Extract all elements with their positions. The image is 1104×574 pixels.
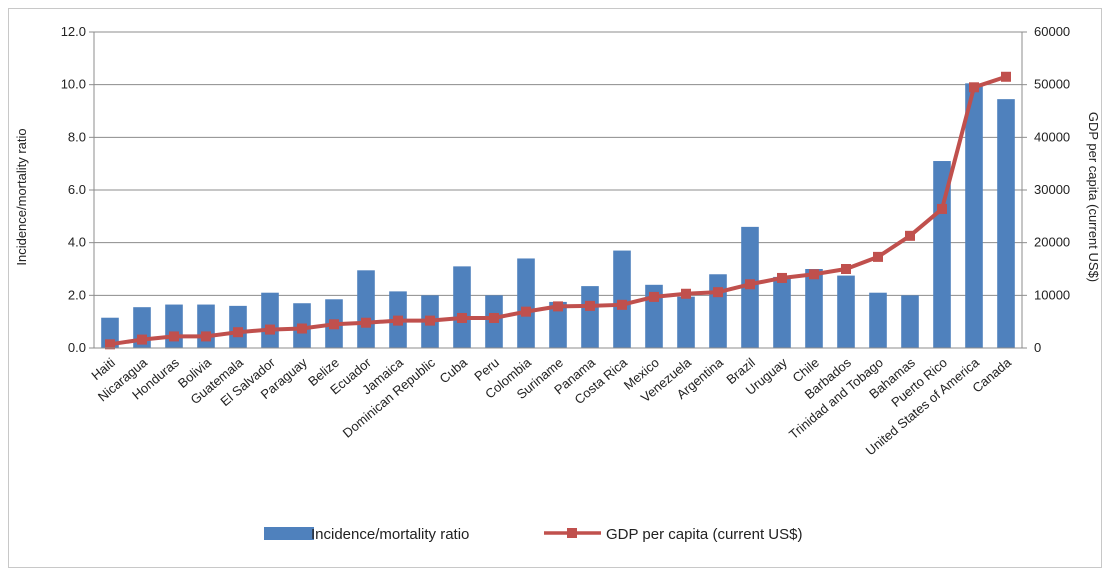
- axes: [89, 31, 1027, 349]
- gdp-marker: [265, 324, 275, 335]
- right-tick-label: 30000: [1034, 182, 1070, 197]
- legend-swatch-marker: [567, 528, 577, 538]
- bar: [453, 266, 471, 348]
- gdp-marker: [841, 264, 851, 274]
- bar: [965, 83, 983, 348]
- bar: [229, 305, 247, 348]
- right-tick-label: 60000: [1034, 24, 1070, 39]
- right-tick-label: 40000: [1034, 129, 1070, 144]
- left-tick-label: 8.0: [68, 129, 86, 144]
- gdp-marker: [457, 312, 467, 323]
- bar: [677, 296, 695, 348]
- gdp-marker: [777, 272, 787, 283]
- gdp-marker: [329, 319, 339, 330]
- bar: [197, 304, 215, 348]
- bar: [869, 292, 887, 348]
- bar: [709, 274, 727, 348]
- gdp-marker: [681, 288, 691, 299]
- bar: [997, 99, 1015, 349]
- right-tick-label: 20000: [1034, 235, 1070, 250]
- gdp-marker: [809, 269, 819, 280]
- gdp-marker: [713, 287, 723, 298]
- left-tick-label: 2.0: [68, 287, 86, 302]
- left-axis-title: Incidence/mortality ratio: [14, 128, 29, 265]
- bar: [261, 292, 279, 348]
- bar: [901, 295, 919, 348]
- left-tick-label: 10.0: [61, 77, 86, 92]
- category-label: Cuba: [436, 354, 470, 386]
- bar: [581, 286, 599, 348]
- gdp-marker: [489, 312, 499, 323]
- bar: [165, 304, 183, 348]
- gdp-marker: [969, 82, 979, 93]
- gdp-marker: [553, 301, 563, 312]
- bar: [773, 276, 791, 348]
- legend-label-line: GDP per capita (current US$): [606, 526, 802, 543]
- bar: [549, 301, 567, 348]
- right-axis-title: GDP per capita (current US$): [1086, 112, 1101, 282]
- gdp-marker: [617, 299, 627, 310]
- line-series: [105, 71, 1011, 350]
- left-tick-label: 0.0: [68, 340, 86, 355]
- gdp-marker: [137, 334, 147, 345]
- left-tick-label: 12.0: [61, 24, 86, 39]
- left-axis-ticks: 0.0 2.0 4.0 6.0 8.0 10.0 12.0: [61, 24, 86, 355]
- right-tick-label: 10000: [1034, 287, 1070, 302]
- gdp-marker: [521, 306, 531, 317]
- gdp-marker: [201, 331, 211, 342]
- gridlines: [94, 31, 1022, 296]
- category-labels: HaitiNicaraguaHondurasBoliviaGuatemalaEl…: [88, 354, 1014, 458]
- gdp-marker: [1001, 71, 1011, 82]
- left-tick-label: 6.0: [68, 182, 86, 197]
- gdp-marker: [649, 291, 659, 302]
- bar: [357, 270, 375, 348]
- chart-frame: 0.0 2.0 4.0 6.0 8.0 10.0 12.0 0 10000 20000 30000…: [8, 8, 1102, 568]
- right-tick-label: 0: [1034, 340, 1041, 355]
- gdp-marker: [937, 203, 947, 214]
- gdp-marker: [393, 315, 403, 326]
- chart: 0.0 2.0 4.0 6.0 8.0 10.0 12.0 0 10000 20000 30000…: [14, 24, 1101, 543]
- gdp-marker: [361, 317, 371, 328]
- gdp-marker: [105, 339, 115, 350]
- bar: [837, 275, 855, 348]
- legend-swatch-bar: [264, 527, 314, 540]
- gdp-marker: [169, 331, 179, 342]
- right-axis-ticks: 0 10000 20000 30000 40000 50000 60000: [1034, 24, 1070, 355]
- bar: [517, 258, 535, 348]
- gdp-marker: [425, 315, 435, 326]
- gdp-marker: [297, 323, 307, 334]
- left-tick-label: 4.0: [68, 235, 86, 250]
- bar: [613, 250, 631, 348]
- gdp-marker: [233, 327, 243, 338]
- legend-label-bar: Incidence/mortality ratio: [311, 526, 469, 543]
- gdp-marker: [873, 251, 883, 262]
- gdp-marker: [745, 279, 755, 290]
- right-tick-label: 50000: [1034, 77, 1070, 92]
- gdp-marker: [905, 230, 915, 241]
- legend: Incidence/mortality ratio GDP per capita…: [264, 526, 802, 543]
- bar: [805, 269, 823, 348]
- gdp-marker: [585, 300, 595, 311]
